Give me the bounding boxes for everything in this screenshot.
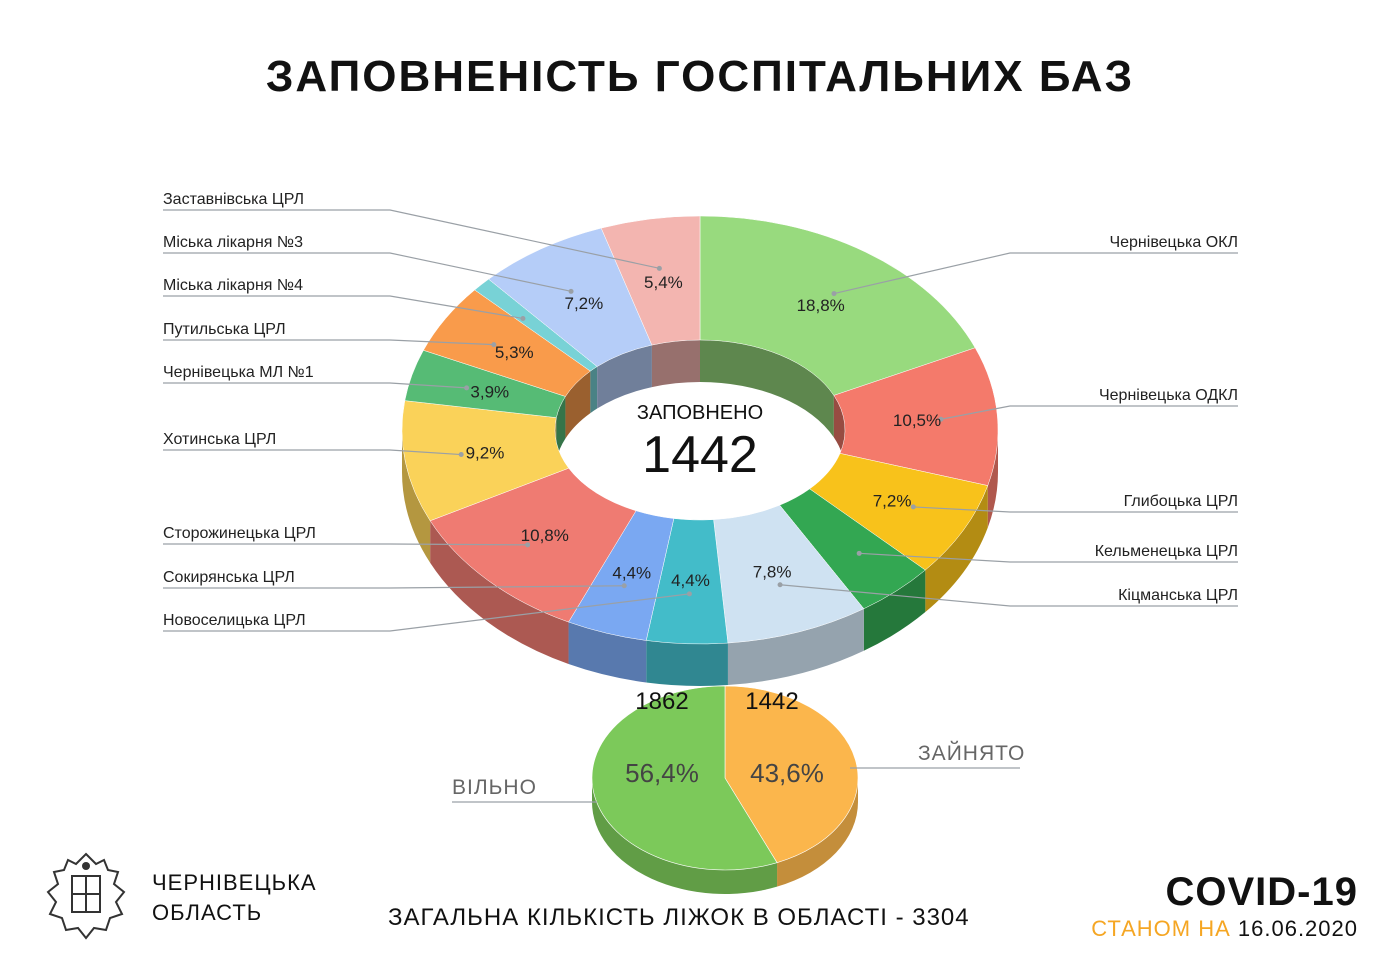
donut-inner-wall-чернівецька-мл-1 [556,396,566,460]
donut-label-міська-лікарня-4: Міська лікарня №4 [163,277,303,294]
donut-pct-міська-лікарня-3: 7,2% [564,294,603,313]
donut-wall-новоселицька-црл [646,640,728,686]
leader-line-сторожинецька-црл [163,543,528,546]
donut-pct-глибоцька-црл: 7,2% [873,491,912,510]
donut-label-чернівецька-мл-1: Чернівецька МЛ №1 [163,364,314,381]
donut-label-новоселицька-црл: Новоселицька ЦРЛ [163,612,306,629]
as-of-label: СТАНОМ НА [1091,916,1231,941]
donut-label-хотинська-црл: Хотинська ЦРЛ [163,431,276,448]
donut-wall-кельменецька-црл [863,570,926,651]
region-line-2: ОБЛАСТЬ [152,900,263,925]
region-line-1: ЧЕРНІВЕЦЬКА [152,870,317,895]
donut-label-заставнівська-црл: Заставнівська ЦРЛ [163,191,304,208]
pie-label-busy: ЗАЙНЯТО [918,741,1025,765]
donut-wall-чернівецька-одкл [987,430,998,528]
donut-wall-сокирянська-црл [568,622,647,683]
donut-inner-wall-міська-лікарня-4 [590,366,598,414]
donut-label-кіцманська-црл: Кіцманська ЦРЛ [1118,587,1238,604]
donut-inner-wall-міська-лікарня-3 [597,345,652,409]
leader-line-сокирянська-црл [163,585,625,589]
leader-line-заставнівська-црл [163,209,660,269]
donut-pct-путильська-црл: 5,3% [495,343,534,362]
donut-slice-сторожинецька-црл [429,467,637,623]
donut-label-кельменецька-црл: Кельменецька ЦРЛ [1095,543,1238,560]
donut-pct-чернівецька-одкл: 10,5% [893,411,941,430]
pie-count-busy: 1442 [745,688,798,715]
donut-wall-кіцманська-црл [727,608,864,686]
leader-line-хотинська-црл [163,449,462,456]
leader-line-міська-лікарня-3 [163,252,572,292]
donut-label-міська-лікарня-3: Міська лікарня №3 [163,234,303,251]
page-title: ЗАПОВНЕНІСТЬ ГОСПІТАЛЬНИХ БАЗ [265,52,1135,101]
donut-pct-заставнівська-црл: 5,4% [644,273,683,292]
donut-pct-чернівецька-окл: 18,8% [797,296,845,315]
donut-label-чернівецька-одкл: Чернівецька ОДКЛ [1099,387,1238,404]
donut-center-value: 1442 [642,426,758,484]
total-beds-text: ЗАГАЛЬНА КІЛЬКІСТЬ ЛІЖОК В ОБЛАСТІ - 330… [388,904,970,931]
pie-wall-зайнято [777,778,858,887]
donut-label-путильська-црл: Путильська ЦРЛ [163,321,286,338]
donut-center-label: ЗАПОВНЕНО [637,402,763,424]
leader-line-путильська-црл [163,339,494,346]
donut-label-чернівецька-окл: Чернівецька ОКЛ [1109,234,1238,251]
donut-pct-сторожинецька-црл: 10,8% [521,526,569,545]
donut-wall-сторожинецька-црл [430,520,569,665]
donut-pct-новоселицька-црл: 4,4% [671,571,710,590]
hospital-donut-chart: Заставнівська ЦРЛ Міська лікарня №3 Міська… [163,191,1238,686]
pie-pct-busy: 43,6% [750,758,824,788]
donut-label-глибоцька-црл: Глибоцька ЦРЛ [1124,493,1238,510]
donut-pct-кіцманська-црл: 7,8% [753,563,792,582]
pie-slice-вільно [591,685,778,871]
leader-line-чернівецька-одкл [940,405,1238,420]
donut-pct-хотинська-црл: 9,2% [466,443,505,462]
donut-inner-wall-путильська-црл [565,371,591,439]
leader-line-чернівецька-окл [833,252,1238,295]
pie-wall-вільно [592,778,778,894]
pie-count-free: 1862 [635,688,688,715]
region-name: ЧЕРНІВЕЦЬКА ОБЛАСТЬ [152,868,317,928]
as-of-value: 16.06.2020 [1237,916,1358,941]
donut-wall-хотинська-црл [402,430,431,563]
leader-line-кельменецька-црл [859,552,1238,563]
leader-line-новоселицька-црл [163,593,690,632]
donut-label-сокирянська-црл: Сокирянська ЦРЛ [163,569,295,586]
donut-inner-wall-чернівецька-окл [700,340,834,438]
donut-slice-заставнівська-црл [600,215,701,346]
coat-of-arms-icon [46,852,126,940]
donut-pct-сокирянська-црл: 4,4% [612,563,651,582]
covid-heading: COVID-19 [1165,870,1358,914]
leader-line-міська-лікарня-4 [163,295,524,320]
pie-slice-зайнято [724,685,859,864]
donut-slice-чернівецька-окл [699,215,976,396]
donut-pct-чернівецька-мл-1: 3,9% [470,382,509,401]
donut-label-сторожинецька-црл: Сторожинецька ЦРЛ [163,525,316,542]
as-of-date: СТАНОМ НА 16.06.2020 [1091,916,1358,942]
donut-inner-wall-заставнівська-црл [651,340,700,388]
pie-label-free: ВІЛЬНО [452,776,537,799]
leader-line-чернівецька-мл-1 [163,382,467,389]
leader-line-глибоцька-црл [913,506,1238,513]
beds-pie-chart: 43,6% 56,4% 1442 1862 ЗАЙНЯТО ВІЛЬНО [452,685,1025,894]
leader-line-кіцманська-црл [780,584,1238,607]
pie-pct-free: 56,4% [625,758,699,788]
